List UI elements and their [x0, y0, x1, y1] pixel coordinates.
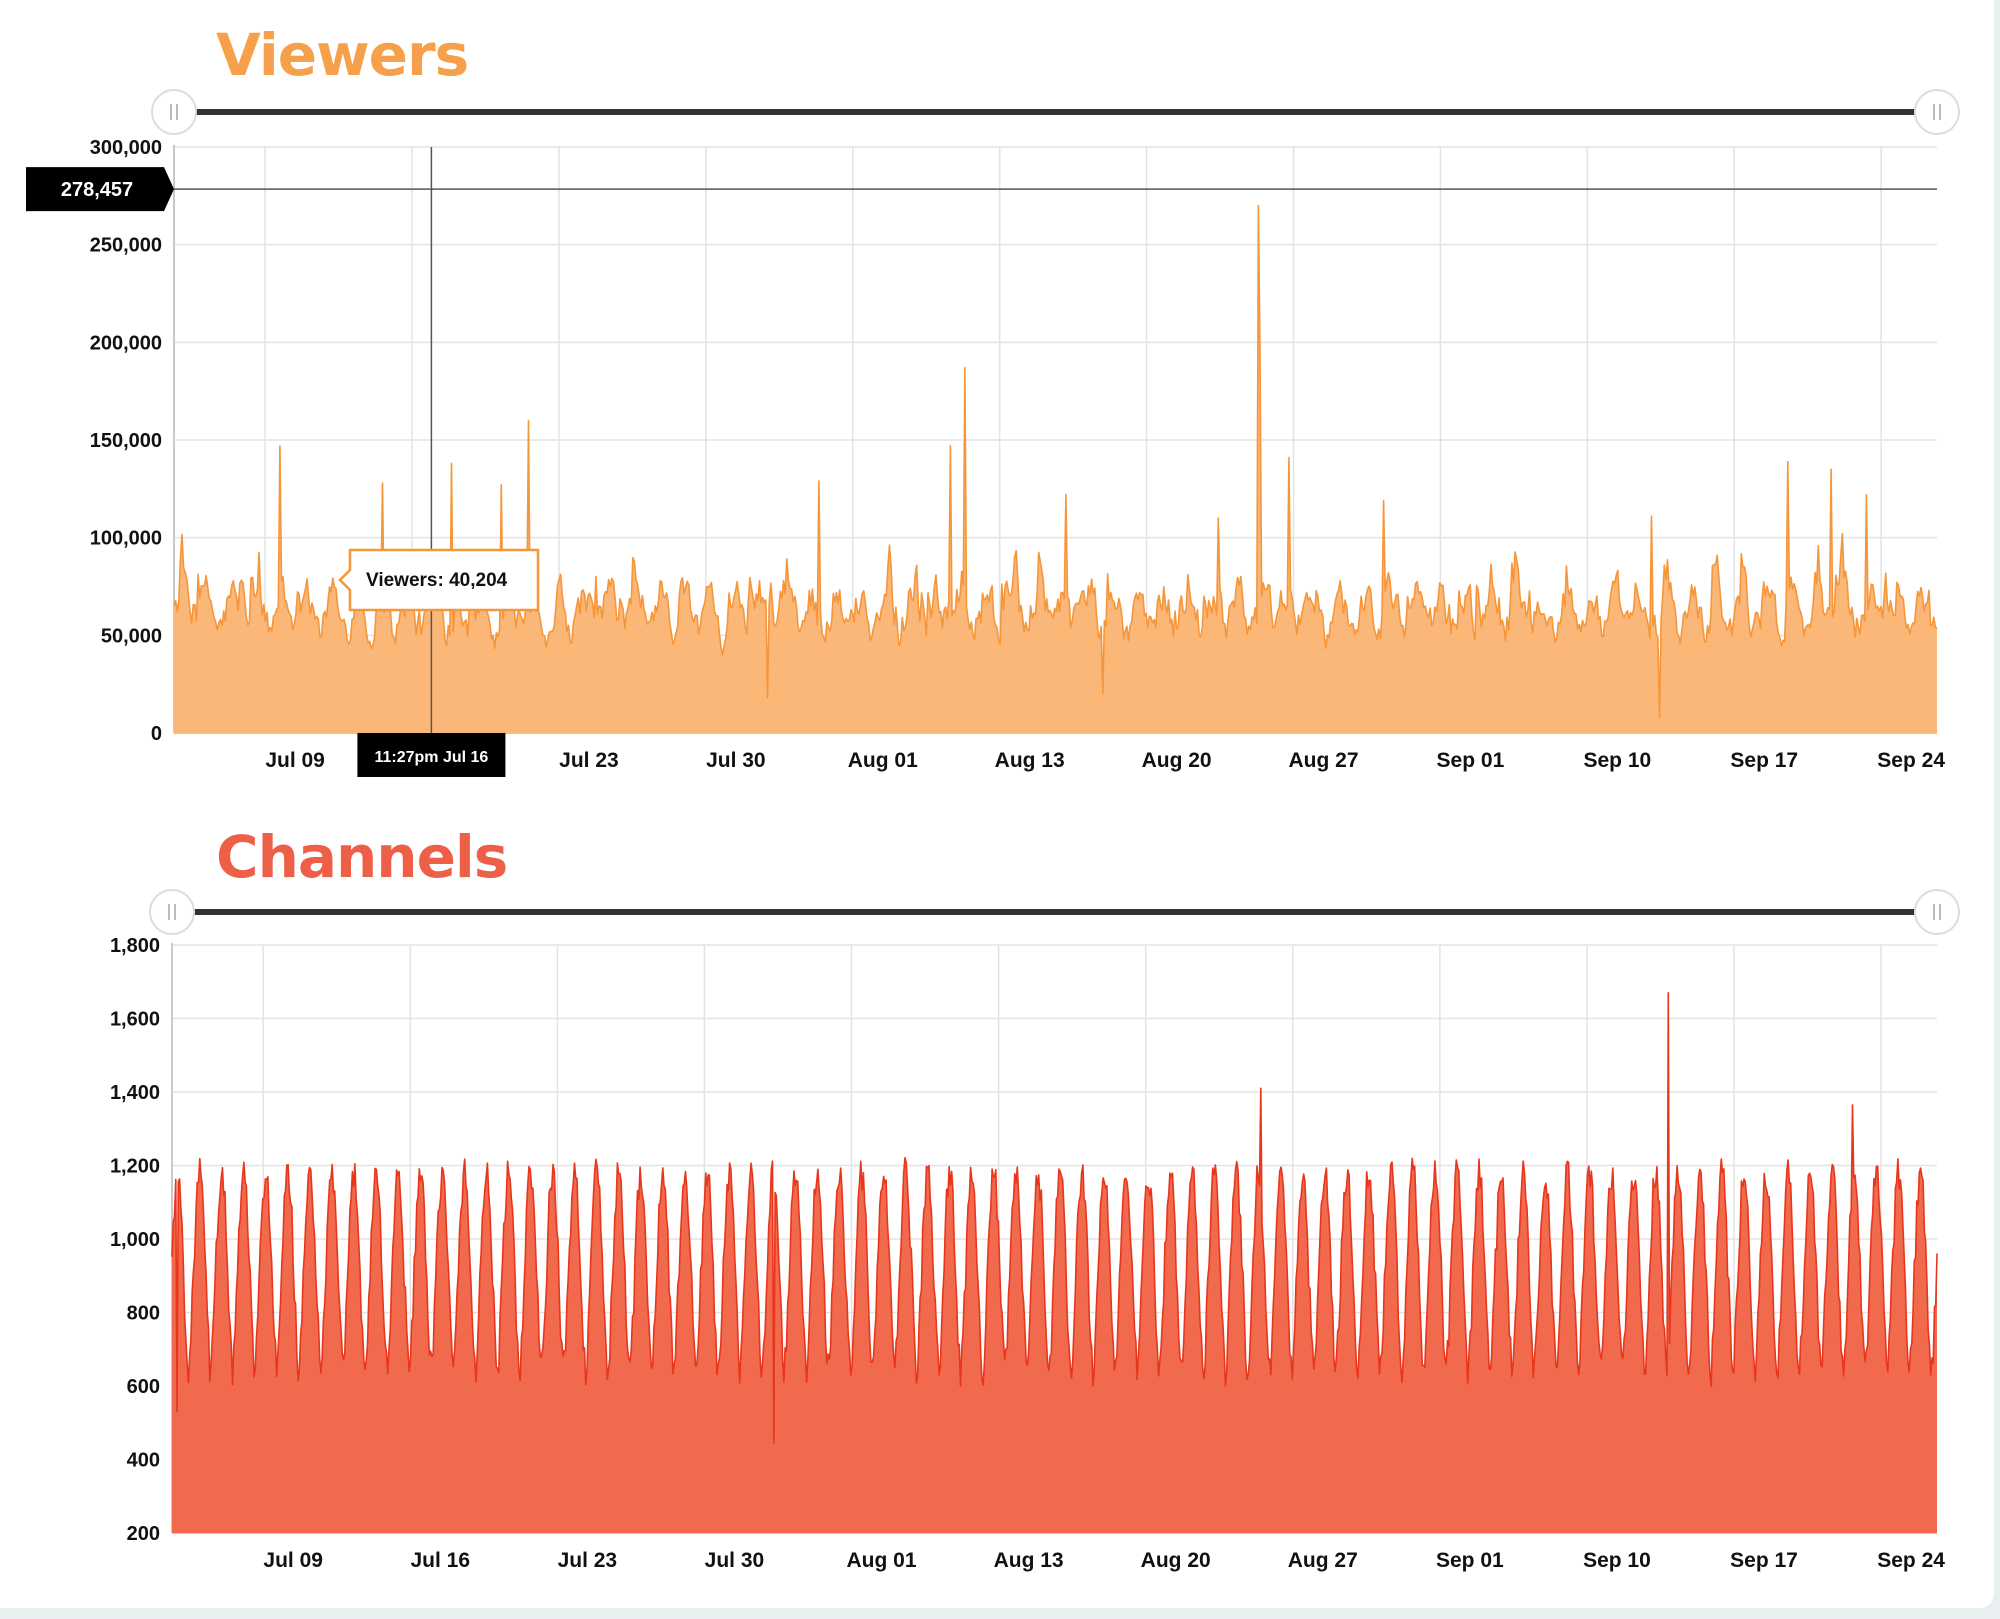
channels-chart[interactable]: 200 400 600 800 1,000 1,200 1,400 1,600 1,800 Jul…	[0, 800, 2000, 1608]
channels-y-tick-label: 800	[127, 1303, 160, 1325]
viewers-crosshair-x-label: 11:27pm Jul 16	[357, 733, 506, 777]
channels-x-tick-label: Aug 13	[994, 1549, 1064, 1572]
viewers-y-tick-label: 150,000	[90, 430, 162, 452]
viewers-crosshair-y-label: 278,457	[26, 167, 174, 212]
channels-x-tick-label: Sep 17	[1730, 1549, 1798, 1572]
channels-y-tick-label: 600	[127, 1376, 160, 1398]
viewers-y-tick-label: 300,000	[90, 137, 162, 159]
channels-x-tick-label: Jul 09	[263, 1549, 323, 1572]
channels-x-tick-label: Jul 23	[558, 1549, 618, 1572]
viewers-x-tick-label: Sep 24	[1877, 749, 1945, 772]
viewers-x-tick-label: Aug 27	[1288, 749, 1358, 772]
viewers-x-tick-label: Jul 09	[265, 749, 325, 772]
viewers-y-tick-label: 200,000	[90, 332, 162, 354]
channels-y-tick-label: 1,800	[110, 935, 160, 957]
channels-y-tick-label: 1,200	[110, 1156, 160, 1178]
viewers-x-tick-label: Sep 01	[1437, 749, 1505, 772]
viewers-title: Viewers	[216, 21, 469, 89]
channels-x-tick-label: Aug 27	[1288, 1549, 1358, 1572]
viewers-range-handle-right[interactable]	[1914, 89, 1960, 135]
viewers-tooltip: Viewers: 40,204	[338, 548, 540, 612]
channels-y-tick-label: 1,000	[110, 1229, 160, 1251]
channels-y-tick-label: 1,400	[110, 1082, 160, 1104]
channels-range-slider[interactable]	[149, 889, 1960, 935]
channels-y-tick-label: 1,600	[110, 1009, 160, 1031]
viewers-x-tick-label: Aug 13	[995, 749, 1065, 772]
viewers-x-tick-label: Sep 17	[1730, 749, 1798, 772]
viewers-range-slider[interactable]	[151, 89, 1960, 135]
channels-x-tick-label: Sep 24	[1877, 1549, 1945, 1572]
channels-x-tick-label: Aug 01	[847, 1549, 917, 1572]
viewers-chart[interactable]: 0 50,000 100,000 150,000 200,000 250,000 300,0…	[0, 0, 2000, 800]
channels-series-line	[171, 992, 1938, 1444]
channels-y-tick-label: 400	[127, 1450, 160, 1472]
viewers-x-tick-label: Jul 23	[559, 749, 619, 772]
channels-x-tick-label: Aug 20	[1141, 1549, 1211, 1572]
viewers-x-tick-label: Jul 30	[706, 749, 766, 772]
viewers-crosshair-x-text: 11:27pm Jul 16	[374, 749, 488, 766]
viewers-y-tick-label: 50,000	[101, 625, 162, 647]
channels-title: Channels	[216, 823, 508, 891]
channels-range-handle-right[interactable]	[1914, 889, 1960, 935]
channels-x-tick-label: Jul 30	[705, 1549, 765, 1572]
viewers-y-tick-label: 250,000	[90, 235, 162, 257]
channels-x-tick-label: Jul 16	[411, 1549, 471, 1572]
viewers-x-tick-label: Sep 10	[1583, 749, 1651, 772]
viewers-x-tick-label: Aug 20	[1142, 749, 1212, 772]
viewers-tooltip-text: Viewers: 40,204	[366, 570, 508, 591]
viewers-range-handle-left[interactable]	[151, 89, 197, 135]
viewers-area-fill	[174, 205, 1937, 734]
viewers-series-line	[173, 204, 1938, 719]
viewers-crosshair-y-text: 278,457	[61, 179, 133, 201]
channels-x-tick-label: Sep 10	[1583, 1549, 1651, 1572]
viewers-y-tick-label: 100,000	[90, 528, 162, 550]
channels-range-handle-left[interactable]	[149, 889, 195, 935]
channels-y-tick-label: 200	[127, 1523, 160, 1545]
viewers-y-tick-label: 0	[151, 723, 162, 745]
viewers-x-tick-label: Aug 01	[848, 749, 918, 772]
channels-x-tick-label: Sep 01	[1436, 1549, 1504, 1572]
